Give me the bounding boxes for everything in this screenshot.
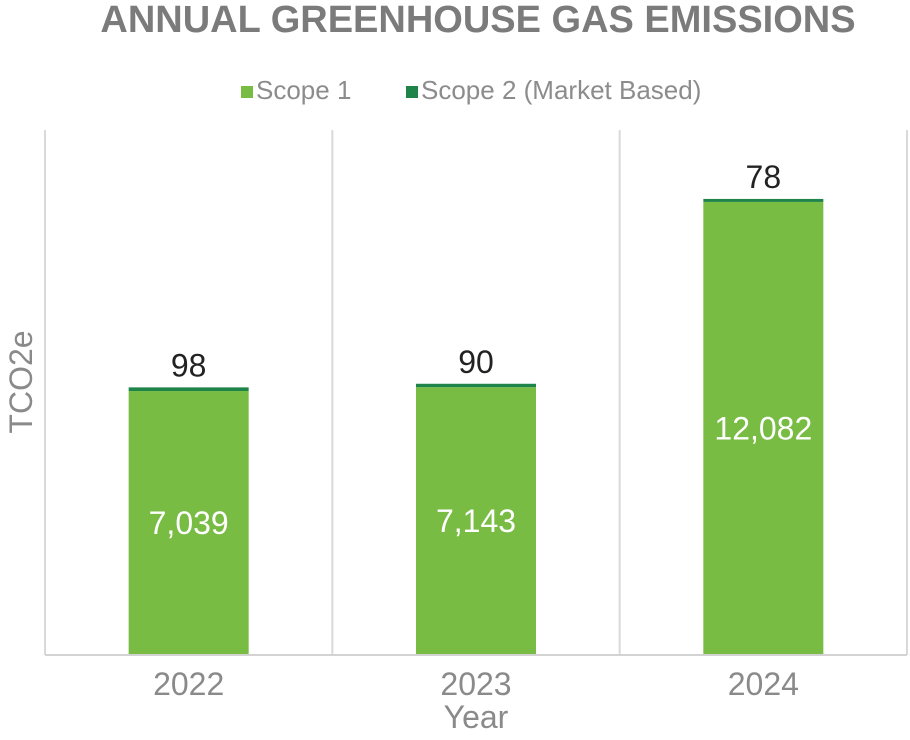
x-axis-title: Year (444, 699, 509, 735)
legend: Scope 1 Scope 2 (Market Based) (241, 75, 701, 105)
data-label-2023-series-1: 90 (458, 344, 494, 380)
x-tick-2024: 2024 (728, 666, 799, 702)
data-label-2024-series-0: 12,082 (714, 410, 812, 446)
y-axis-title: TCO2e (3, 330, 39, 433)
data-labels: 7,039 98 7,143 90 12,082 78 (149, 159, 813, 541)
data-label-2024-series-1: 78 (746, 159, 782, 195)
bar-2023-series-1 (416, 383, 536, 388)
data-label-2022-series-1: 98 (171, 347, 207, 383)
gridlines (44, 130, 908, 655)
legend-swatch-scope-2 (406, 86, 418, 98)
x-tick-2023: 2023 (440, 666, 511, 702)
chart-title: ANNUAL GREENHOUSE GAS EMISSIONS (100, 0, 855, 41)
bar-2022-series-0 (128, 391, 249, 655)
x-tick-labels: 2022 2023 2024 (153, 666, 799, 702)
bars (128, 198, 824, 656)
data-label-2023-series-0: 7,143 (436, 503, 516, 539)
legend-label-scope-1: Scope 1 (256, 75, 351, 105)
legend-swatch-scope-1 (241, 86, 253, 98)
bar-2022-series-1 (128, 387, 249, 392)
x-tick-2022: 2022 (153, 666, 224, 702)
bar-2023-series-0 (416, 387, 536, 655)
bar-2024-series-0 (703, 201, 824, 656)
bar-2024-series-1 (703, 198, 824, 202)
data-label-2022-series-0: 7,039 (149, 505, 229, 541)
legend-label-scope-2: Scope 2 (Market Based) (421, 75, 701, 105)
